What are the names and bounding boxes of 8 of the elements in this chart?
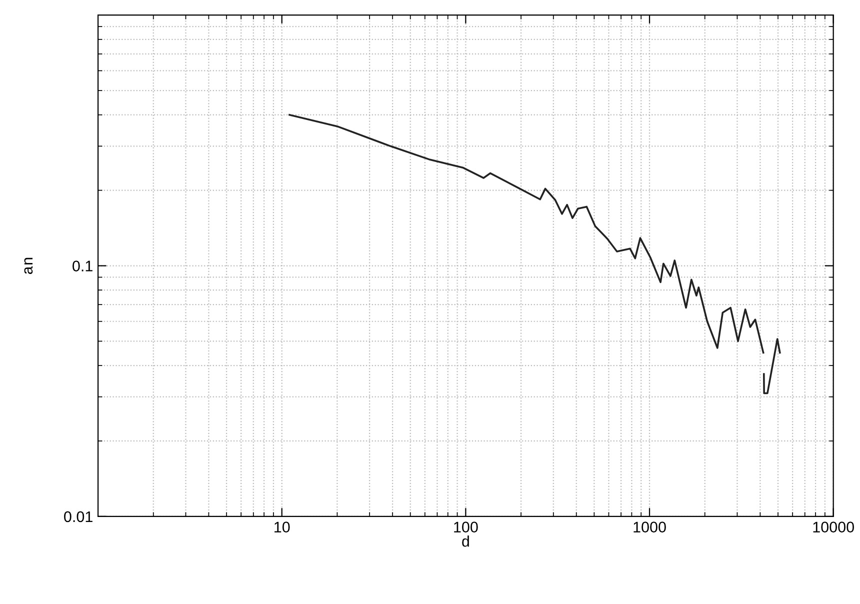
x-tick-label: 100 [454, 522, 478, 533]
y-tick-label: 0.01 [64, 511, 92, 522]
x-tick-label: 10 [274, 522, 290, 533]
x-axis-title: d [462, 536, 469, 547]
y-tick-label: 0.1 [72, 260, 92, 272]
x-tick-label: 10000 [813, 522, 854, 533]
x-tick-label: 1000 [634, 522, 666, 533]
y-axis-title: an [24, 258, 33, 274]
